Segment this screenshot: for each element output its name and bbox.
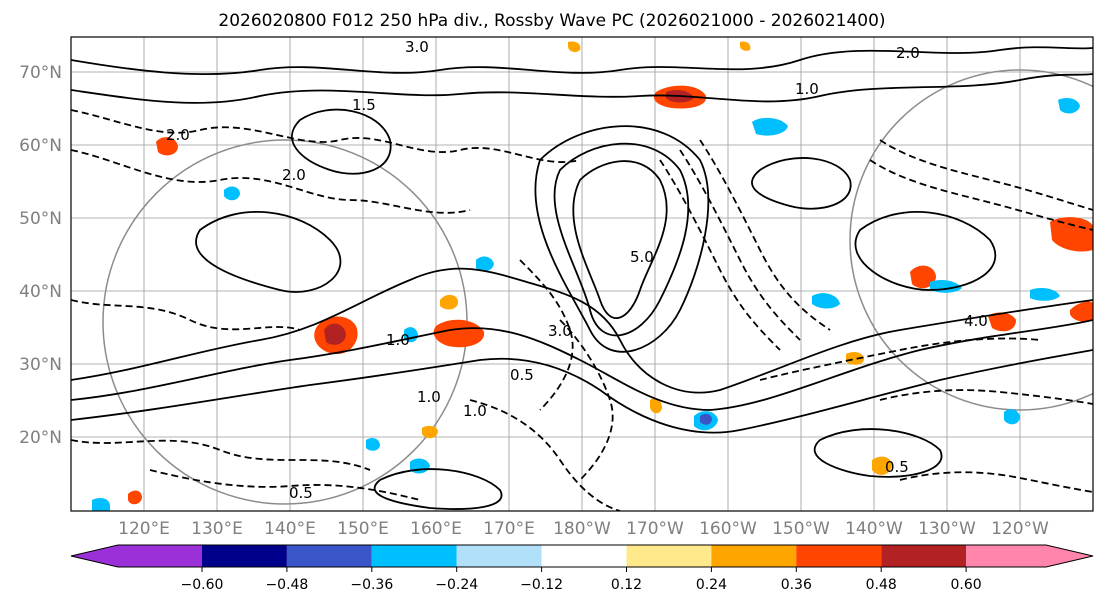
latitude-label: 20°N xyxy=(19,428,62,448)
colorbar-tick-label: 0.60 xyxy=(951,577,982,593)
longitude-label: 140°E xyxy=(264,519,316,539)
colorbar-tick-label: −0.24 xyxy=(435,577,478,593)
contour-label: 2.0 xyxy=(166,126,190,144)
divergence-shading xyxy=(92,41,1093,511)
longitude-label: 170°W xyxy=(626,519,684,539)
contour-label: 0.5 xyxy=(289,484,313,502)
latitude-label: 70°N xyxy=(19,63,62,83)
colorbar-segment xyxy=(541,545,627,567)
longitude-label: 180°W xyxy=(553,519,611,539)
latitude-label: 50°N xyxy=(19,209,62,229)
contour-label: 2.0 xyxy=(896,44,920,62)
colorbar: −0.60 −0.48 −0.36 −0.24 −0.12 0.12 0.24 … xyxy=(70,544,1094,593)
latitude-label: 40°N xyxy=(19,282,62,302)
longitude-label: 150°W xyxy=(772,519,830,539)
colorbar-segment xyxy=(626,545,712,567)
map-title: 2026020800 F012 250 hPa div., Rossby Wav… xyxy=(218,11,885,31)
colorbar-segment xyxy=(711,545,797,567)
contour-label: 4.0 xyxy=(964,312,988,330)
contour-label: 1.0 xyxy=(795,80,819,98)
contour-label: 5.0 xyxy=(630,248,654,266)
colorbar-tick-label: −0.48 xyxy=(265,577,308,593)
colorbar-tick-label: 0.36 xyxy=(781,577,812,593)
contour-label: 3.0 xyxy=(548,322,572,340)
colorbar-segment xyxy=(371,545,457,567)
contour-label: 1.0 xyxy=(463,402,487,420)
colorbar-tick-label: −0.12 xyxy=(520,577,563,593)
longitude-label: 160°W xyxy=(699,519,757,539)
colorbar-tick-label: 0.12 xyxy=(611,577,642,593)
colorbar-tick-label: −0.60 xyxy=(181,577,224,593)
contour-label: 3.0 xyxy=(405,38,429,56)
contour-label: 1.0 xyxy=(386,331,410,349)
longitude-label: 160°E xyxy=(410,519,462,539)
gridlines xyxy=(71,37,1093,511)
colorbar-tick-label: 0.24 xyxy=(696,577,727,593)
longitude-label: 130°E xyxy=(191,519,243,539)
longitude-labels: 120°E 130°E 140°E 150°E 160°E 170°E 180°… xyxy=(118,519,1049,539)
colorbar-segment xyxy=(966,545,1093,567)
colorbar-segment xyxy=(796,545,882,567)
latitude-label: 30°N xyxy=(19,355,62,375)
contour-label: 1.5 xyxy=(352,96,376,114)
colorbar-segment xyxy=(71,545,202,567)
contour-labels: 3.0 2.0 1.0 1.5 5.0 4.0 0.5 1.0 1.0 0.5 … xyxy=(166,38,988,502)
colorbar-tick-label: −0.36 xyxy=(350,577,393,593)
solid-contours xyxy=(71,46,1093,510)
colorbar-segment xyxy=(881,545,967,567)
latitude-label: 60°N xyxy=(19,136,62,156)
contour-label: 1.0 xyxy=(417,388,441,406)
longitude-label: 140°W xyxy=(845,519,903,539)
longitude-label: 120°E xyxy=(118,519,170,539)
longitude-label: 150°E xyxy=(337,519,389,539)
latitude-labels: 70°N 60°N 50°N 40°N 30°N 20°N xyxy=(19,63,62,448)
map-panel: 3.0 2.0 1.0 1.5 5.0 4.0 0.5 1.0 1.0 0.5 … xyxy=(70,36,1094,512)
colorbar-segment xyxy=(456,545,542,567)
dashed-contours xyxy=(71,109,1093,511)
longitude-label: 130°W xyxy=(918,519,976,539)
colorbar-tick-label: 0.48 xyxy=(866,577,897,593)
colorbar-segment xyxy=(286,545,372,567)
colorbar-segment xyxy=(202,545,287,567)
contour-label: 0.5 xyxy=(885,458,909,476)
contour-label: 2.0 xyxy=(282,166,306,184)
longitude-label: 120°W xyxy=(991,519,1049,539)
contour-label: 0.5 xyxy=(510,366,534,384)
longitude-label: 170°E xyxy=(483,519,535,539)
